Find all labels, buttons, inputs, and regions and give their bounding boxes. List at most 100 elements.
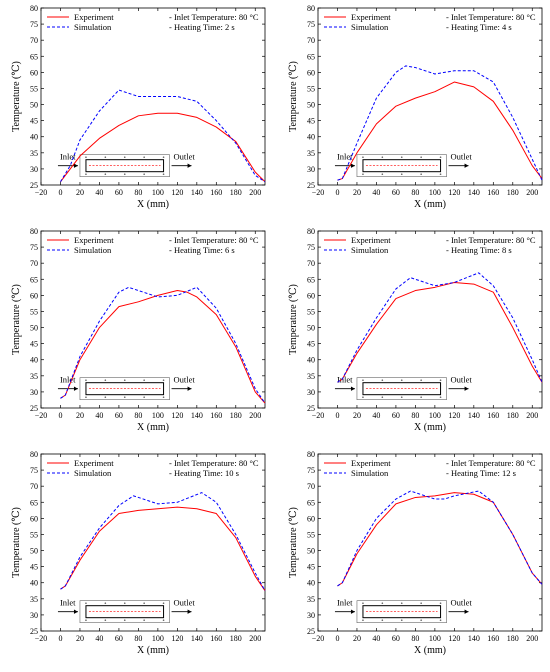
inset-bolt bbox=[420, 379, 422, 381]
x-tick-label: 40 bbox=[95, 411, 103, 420]
y-tick-label: 40 bbox=[307, 133, 315, 142]
inset-bolt bbox=[104, 156, 107, 158]
x-tick-label: 40 bbox=[95, 634, 103, 643]
legend-label-experiment: Experiment bbox=[351, 12, 391, 22]
y-tick-label: 65 bbox=[30, 275, 38, 284]
plot-frame bbox=[40, 230, 266, 409]
annotation: - Inlet Temperature: 80 °C bbox=[169, 458, 259, 468]
x-tick-label: 20 bbox=[76, 411, 84, 420]
annotation: - Heating Time: 8 s bbox=[446, 245, 512, 255]
legend-label-experiment: Experiment bbox=[351, 235, 391, 245]
y-tick-label: 35 bbox=[307, 372, 315, 381]
x-tick-label: 60 bbox=[115, 634, 123, 643]
inlet-arrowhead bbox=[73, 386, 78, 391]
x-tick-label: 40 bbox=[372, 188, 380, 197]
inset-channel bbox=[85, 605, 165, 619]
y-tick-label: 65 bbox=[30, 498, 38, 507]
annotation: - Inlet Temperature: 80 °C bbox=[446, 235, 536, 245]
inset-bolt bbox=[381, 396, 384, 398]
annotation: - Heating Time: 4 s bbox=[446, 22, 512, 32]
y-tick-label: 55 bbox=[307, 307, 315, 316]
y-tick-label: 50 bbox=[30, 324, 38, 333]
x-tick-label: 160 bbox=[487, 188, 499, 197]
y-axis-label: Temperature (℃) bbox=[288, 61, 299, 132]
y-tick-label: 70 bbox=[307, 36, 315, 45]
y-tick-label: 45 bbox=[307, 117, 315, 126]
y-axis-label: Temperature (℃) bbox=[11, 507, 22, 578]
y-tick-label: 65 bbox=[307, 498, 315, 507]
y-tick-label: 25 bbox=[30, 404, 38, 413]
inset-bolt bbox=[162, 156, 165, 158]
inset-bolt bbox=[381, 173, 384, 175]
chart-panel-3: 25 30 35 40 45 50 55 60 65 70 75 80 −20 0 20 40 60 80 100 1… bbox=[11, 227, 266, 433]
x-tick-label: 40 bbox=[372, 634, 380, 643]
outlet-arrowhead bbox=[464, 386, 469, 391]
y-tick-label: 35 bbox=[30, 595, 38, 604]
y-tick-label: 45 bbox=[30, 117, 38, 126]
inset-bolt bbox=[104, 173, 107, 175]
inset-bolt bbox=[104, 396, 107, 398]
chart-panel-6: 25 30 35 40 45 50 55 60 65 70 75 80 −20 0 20 40 60 80 100 1… bbox=[288, 450, 543, 656]
inset-bolt bbox=[85, 379, 87, 381]
y-tick-label: 70 bbox=[30, 259, 38, 268]
inlet-label: Inlet bbox=[60, 598, 76, 608]
y-tick-label: 30 bbox=[30, 611, 38, 620]
inset-bolt bbox=[162, 396, 165, 398]
y-tick-label: 65 bbox=[307, 275, 315, 284]
inlet-label: Inlet bbox=[60, 375, 76, 385]
y-tick-label: 30 bbox=[307, 611, 315, 620]
y-tick-label: 60 bbox=[30, 514, 38, 523]
inset-bolt bbox=[85, 173, 87, 175]
x-tick-label: 160 bbox=[487, 634, 499, 643]
y-tick-label: 70 bbox=[30, 36, 38, 45]
x-tick-label: 200 bbox=[249, 411, 261, 420]
y-tick-label: 70 bbox=[307, 482, 315, 491]
legend-label-simulation: Simulation bbox=[351, 22, 389, 32]
x-tick-label: 80 bbox=[134, 411, 142, 420]
y-tick-label: 60 bbox=[307, 514, 315, 523]
inset-bolt bbox=[123, 396, 126, 398]
series-line-simulation bbox=[60, 89, 266, 183]
y-axis-label: Temperature (℃) bbox=[11, 61, 22, 132]
series-line-experiment bbox=[337, 281, 543, 383]
inset-bolt bbox=[439, 396, 442, 398]
x-tick-label: 0 bbox=[335, 188, 339, 197]
legend-label-experiment: Experiment bbox=[351, 458, 391, 468]
inset-bolt bbox=[420, 396, 422, 398]
annotation: - Heating Time: 12 s bbox=[446, 468, 516, 478]
inset-bolt bbox=[104, 379, 107, 381]
annotation: - Inlet Temperature: 80 °C bbox=[446, 12, 536, 22]
legend-label-simulation: Simulation bbox=[74, 22, 112, 32]
inset-bolt bbox=[400, 156, 403, 158]
y-axis-label: Temperature (℃) bbox=[288, 507, 299, 578]
x-tick-label: 40 bbox=[95, 188, 103, 197]
series-line-simulation bbox=[337, 272, 543, 383]
inset-channel bbox=[362, 605, 442, 619]
x-tick-label: 120 bbox=[171, 634, 183, 643]
x-tick-label: 180 bbox=[507, 634, 519, 643]
inset-bolt bbox=[143, 396, 145, 398]
y-tick-label: 70 bbox=[307, 259, 315, 268]
y-tick-label: 25 bbox=[307, 181, 315, 190]
outlet-arrowhead bbox=[187, 386, 192, 391]
inset-bolt bbox=[143, 379, 145, 381]
annotation: - Heating Time: 2 s bbox=[169, 22, 235, 32]
y-tick-label: 30 bbox=[30, 388, 38, 397]
x-tick-label: 20 bbox=[76, 188, 84, 197]
inlet-arrowhead bbox=[350, 163, 355, 168]
inset-schematic: Inlet Outlet bbox=[334, 598, 472, 623]
y-axis-label: Temperature (℃) bbox=[288, 284, 299, 355]
x-tick-label: −20 bbox=[35, 634, 48, 643]
inset-channel bbox=[362, 159, 442, 173]
inset-bolt bbox=[143, 173, 145, 175]
legend-label-experiment: Experiment bbox=[74, 458, 114, 468]
inset-schematic: Inlet Outlet bbox=[334, 375, 472, 400]
plot-frame bbox=[317, 230, 543, 409]
chart-panel-4: 25 30 35 40 45 50 55 60 65 70 75 80 −20 0 20 40 60 80 100 1… bbox=[288, 227, 543, 433]
inset-bolt bbox=[162, 173, 165, 175]
x-tick-label: 140 bbox=[191, 411, 203, 420]
x-tick-label: 180 bbox=[230, 634, 242, 643]
x-axis-label: X (mm) bbox=[414, 645, 446, 656]
inlet-label: Inlet bbox=[60, 152, 76, 162]
